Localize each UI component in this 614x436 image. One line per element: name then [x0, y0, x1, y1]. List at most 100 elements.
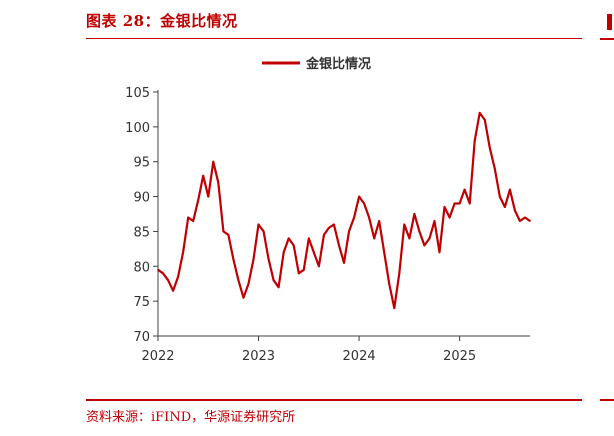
data-point	[222, 230, 225, 233]
series-group	[157, 111, 531, 310]
data-point	[227, 234, 230, 236]
data-point	[483, 119, 486, 121]
x-tick-label: 2025	[443, 349, 476, 364]
data-point	[458, 202, 461, 205]
data-point	[297, 272, 300, 275]
data-point	[217, 181, 220, 184]
data-point	[187, 216, 190, 219]
x-tick-label: 2022	[141, 349, 174, 364]
data-point	[488, 146, 491, 149]
data-point	[448, 216, 451, 219]
data-point	[277, 286, 280, 289]
y-tick-label: 100	[125, 121, 150, 136]
footer-rule	[86, 399, 582, 401]
figure-header: 图表 28：金银比情况	[86, 8, 582, 39]
data-point	[453, 202, 456, 205]
data-point	[398, 272, 401, 275]
data-point	[493, 167, 496, 170]
x-tick-label: 2023	[242, 349, 275, 364]
data-point	[514, 209, 516, 212]
data-point	[312, 251, 315, 254]
data-point	[318, 265, 320, 268]
data-point	[307, 237, 310, 240]
data-point	[378, 220, 381, 222]
data-point	[167, 279, 169, 282]
data-point	[524, 216, 526, 219]
y-tick-label: 90	[133, 191, 150, 206]
data-point	[237, 279, 240, 282]
data-point	[338, 244, 340, 247]
x-axis: 2022 2023 2024 2025	[141, 335, 530, 364]
data-point	[287, 237, 290, 240]
data-point	[272, 279, 275, 282]
y-tick-label: 80	[133, 260, 150, 275]
data-point	[162, 272, 164, 275]
data-point	[172, 289, 174, 292]
figure-title: 图表 28：金银比情况	[86, 12, 238, 30]
data-point	[207, 195, 210, 198]
data-point	[202, 174, 205, 177]
legend: 金银比情况	[262, 56, 371, 72]
data-point	[328, 227, 330, 229]
data-point	[333, 223, 335, 226]
data-point	[478, 112, 481, 114]
data-point	[373, 237, 376, 240]
data-point	[368, 216, 370, 219]
data-point	[433, 220, 436, 222]
data-point	[257, 223, 260, 226]
y-tick-label: 70	[133, 330, 150, 345]
series-line	[157, 111, 531, 310]
data-point	[393, 307, 396, 309]
data-point	[438, 251, 441, 254]
data-point	[353, 216, 355, 219]
data-point	[418, 230, 421, 233]
data-point	[388, 282, 391, 285]
data-point	[212, 160, 215, 163]
data-point	[473, 139, 476, 142]
data-point	[519, 220, 521, 222]
data-point	[348, 230, 350, 233]
data-point	[358, 195, 360, 198]
data-point	[413, 213, 416, 215]
data-point	[443, 206, 446, 208]
data-point	[428, 237, 431, 240]
data-point	[463, 188, 466, 191]
adjacent-figure-rule	[600, 38, 614, 40]
data-point	[292, 244, 295, 247]
data-point	[408, 237, 411, 240]
data-point	[192, 220, 195, 222]
data-point	[182, 251, 184, 254]
data-point	[423, 244, 426, 247]
data-point	[247, 282, 250, 285]
data-point	[504, 206, 506, 208]
data-point	[242, 296, 245, 299]
adjacent-footer-rule	[600, 399, 614, 401]
x-tick-label: 2024	[343, 349, 376, 364]
legend-label: 金银比情况	[305, 56, 371, 72]
data-point	[262, 230, 265, 233]
data-point	[302, 268, 305, 271]
data-point	[282, 251, 285, 254]
y-tick-label: 105	[125, 86, 150, 101]
data-point	[232, 258, 235, 261]
source-note: 资料来源：iFIND，华源证券研究所	[86, 410, 296, 425]
adjacent-figure-marker	[607, 14, 612, 30]
data-point	[498, 195, 501, 198]
y-tick-label: 95	[133, 156, 150, 171]
y-tick-label: 85	[133, 225, 150, 240]
data-point	[468, 202, 471, 205]
data-point	[267, 258, 270, 261]
y-axis: 70 75 80 85 90 95 100 105	[125, 86, 159, 345]
data-point	[529, 220, 531, 222]
data-point	[363, 202, 365, 205]
data-point	[509, 188, 511, 191]
data-point	[343, 261, 345, 264]
y-tick-label: 75	[133, 295, 150, 310]
data-point	[323, 234, 325, 236]
data-point	[197, 199, 200, 202]
data-point	[177, 275, 179, 278]
data-point	[157, 268, 159, 271]
data-point	[383, 251, 386, 254]
data-point	[403, 223, 406, 226]
